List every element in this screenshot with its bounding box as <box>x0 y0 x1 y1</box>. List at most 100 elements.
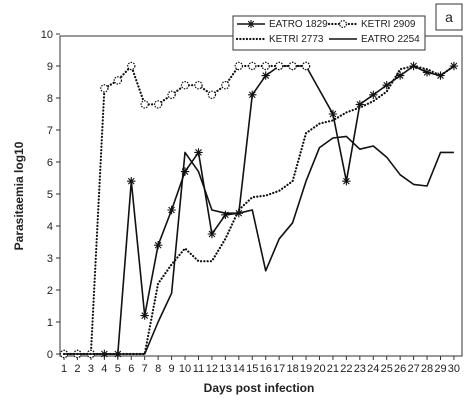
y-tick-label: 2 <box>47 285 53 297</box>
x-tick-label: 20 <box>313 363 325 375</box>
data-point <box>127 177 136 186</box>
data-point <box>261 61 270 71</box>
data-point <box>194 148 203 157</box>
x-tick-label: 10 <box>179 363 191 375</box>
x-tick-label: 19 <box>300 363 312 375</box>
series-line <box>62 64 455 356</box>
y-tick-label: 3 <box>47 253 53 265</box>
x-tick-label: 12 <box>206 363 218 375</box>
x-tick-label: 7 <box>142 363 148 375</box>
data-point <box>369 90 378 99</box>
x-tick-label: 4 <box>101 363 107 375</box>
data-point <box>153 100 163 109</box>
series-ketri-2773 <box>62 64 455 356</box>
y-axis-title: Parasitaemia log10 <box>12 141 26 250</box>
data-point <box>342 177 351 186</box>
data-point <box>274 61 284 71</box>
x-tick-label: 5 <box>115 363 121 375</box>
data-point <box>180 80 190 90</box>
data-point <box>140 100 149 109</box>
data-point <box>355 100 365 109</box>
data-point <box>167 205 176 215</box>
data-point <box>127 61 136 71</box>
y-tick-label: 10 <box>41 29 53 41</box>
legend-label: KETRI 2909 <box>361 19 416 30</box>
x-tick-label: 1 <box>61 363 67 375</box>
x-tick-label: 11 <box>193 363 204 375</box>
data-point <box>153 241 163 250</box>
data-point <box>113 76 123 85</box>
data-point <box>422 68 432 77</box>
x-axis-title: Days post infection <box>204 381 315 395</box>
x-tick-label: 26 <box>394 363 406 375</box>
series-eatro-1829 <box>59 61 459 359</box>
x-tick-label: 23 <box>354 363 366 375</box>
x-tick-label: 27 <box>407 363 419 375</box>
data-point <box>248 90 257 99</box>
data-point <box>449 61 459 71</box>
legend-item: KETRI 2773 <box>235 34 324 45</box>
y-tick-label: 4 <box>47 221 53 233</box>
data-point <box>207 229 217 239</box>
series-line <box>64 65 455 355</box>
data-point <box>328 109 338 119</box>
data-point <box>261 71 270 80</box>
x-tick-label: 14 <box>233 363 245 375</box>
x-tick-label: 17 <box>273 363 285 375</box>
legend-label: EATRO 2254 <box>361 34 420 45</box>
legend-box <box>232 15 426 51</box>
data-point <box>140 311 149 320</box>
data-point <box>288 61 297 71</box>
y-tick-label: 9 <box>47 61 53 73</box>
data-point <box>167 90 176 100</box>
x-tick-label: 15 <box>246 363 258 375</box>
panel-label: a <box>445 9 453 25</box>
legend-label: EATRO 1829 <box>269 19 328 30</box>
legend-marker <box>339 20 348 29</box>
legend-label: KETRI 2773 <box>269 34 324 45</box>
x-tick-label: 25 <box>381 363 393 375</box>
data-point <box>234 61 244 71</box>
legend-item: EATRO 1829 <box>237 19 328 30</box>
x-tick-label: 9 <box>169 363 175 375</box>
series-line <box>62 64 308 356</box>
x-tick-label: 6 <box>128 363 134 375</box>
x-tick-label: 3 <box>88 363 94 375</box>
y-axis: 0 1 2 3 4 5 6 7 8 9 10 <box>41 29 60 361</box>
panel-label-box <box>435 3 463 31</box>
x-tick-label: 28 <box>421 363 433 375</box>
x-tick-label: 21 <box>327 363 339 375</box>
legend: EATRO 1829 KETRI 2909 KETRI 2773 EATRO 2254 <box>232 15 426 51</box>
y-tick-label: 1 <box>47 317 53 329</box>
data-point <box>100 84 109 93</box>
x-tick-label: 24 <box>367 363 379 375</box>
x-tick-label: 13 <box>219 363 231 375</box>
y-tick-label: 5 <box>47 189 53 201</box>
series-layer <box>59 61 459 359</box>
y-tick-label: 7 <box>47 125 53 137</box>
data-point <box>395 71 405 80</box>
legend-marker <box>247 20 255 28</box>
legend-item: KETRI 2909 <box>327 19 416 30</box>
x-tick-label: 16 <box>260 363 272 375</box>
x-tick-label: 8 <box>155 363 161 375</box>
y-tick-label: 0 <box>47 349 53 361</box>
x-tick-label: 2 <box>74 363 80 375</box>
data-point <box>221 210 230 219</box>
series-line <box>64 135 454 355</box>
data-point <box>382 81 391 90</box>
x-tick-label: 22 <box>340 363 352 375</box>
data-point <box>221 80 230 90</box>
data-point <box>180 167 190 176</box>
y-tick-label: 8 <box>47 93 53 105</box>
y-tick-label: 6 <box>47 157 53 169</box>
x-tick-label: 30 <box>448 363 460 375</box>
x-tick-label: 29 <box>434 363 446 375</box>
data-point <box>207 90 217 100</box>
data-point <box>301 61 311 71</box>
x-axis: 1 2 3 4 5 6 7 8 9 10 11 12 13 14 15 16 17 18 19 20 21 22 23 24 2… <box>61 356 460 375</box>
x-tick-label: 18 <box>286 363 298 375</box>
series-eatro-2254 <box>64 135 454 355</box>
series-ketri-2909 <box>59 61 311 359</box>
